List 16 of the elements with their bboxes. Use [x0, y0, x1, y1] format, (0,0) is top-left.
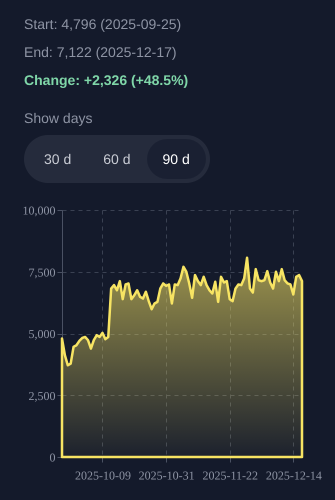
text: 90 d — [146, 139, 206, 179]
y-tick-label: 10,000 — [22, 204, 56, 218]
y-tick-label: 2,500 — [28, 388, 56, 403]
text: Show days — [24, 109, 94, 128]
text: End: 7,122 (2025-12-17) — [24, 43, 178, 62]
x-tick-label: 2025-10-09 — [74, 468, 131, 482]
y-tick-label: 0 — [50, 450, 56, 464]
y-tick-label: 7,500 — [28, 265, 56, 280]
x-tick-label: 2025-10-31 — [138, 468, 195, 482]
x-tick-label: 2025-12-14 — [266, 468, 322, 482]
x-tick-label: 2025-11-22 — [202, 468, 258, 482]
text: 60 d — [102, 150, 132, 169]
text: Change: +2,326 (+48.5%) — [24, 71, 188, 90]
text: 30 d — [43, 150, 72, 169]
text: Start: 4,796 (2025-09-25) — [24, 15, 182, 34]
y-tick-label: 5,000 — [28, 327, 56, 341]
